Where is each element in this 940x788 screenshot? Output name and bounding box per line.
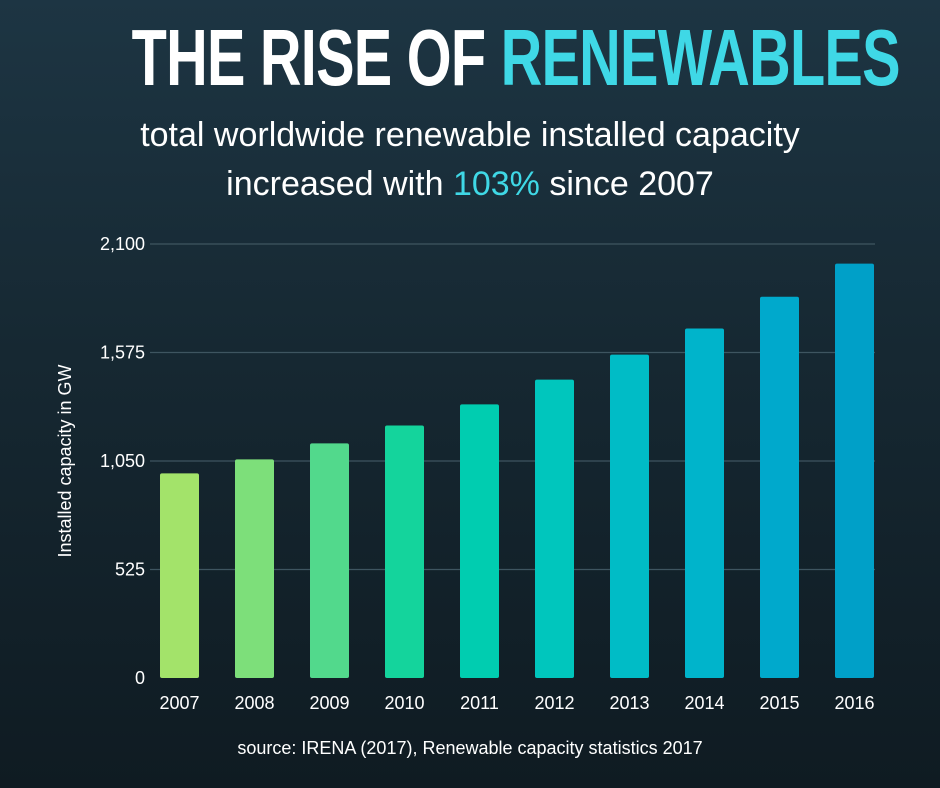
bar-2014 <box>685 328 724 678</box>
y-tick-label: 0 <box>135 668 145 688</box>
subtitle-highlight: 103% <box>452 165 540 203</box>
subtitle-suffix: since 2007 <box>549 165 714 203</box>
page-title: THE RISE OF RENEWABLES <box>131 10 901 106</box>
subtitle-line2: increased with 103% since 2007 <box>0 161 940 207</box>
subtitle-line1: total worldwide renewable installed capa… <box>140 116 800 154</box>
y-axis-ticks: 0 525 1,050 1,575 2,100 <box>100 234 145 688</box>
bar-2012 <box>535 379 574 678</box>
x-tick-label: 2011 <box>460 693 499 713</box>
bar-2015 <box>760 296 799 678</box>
y-axis-label: Installed capacity in GW <box>55 364 75 557</box>
y-tick-label: 1,575 <box>100 343 145 363</box>
x-axis-ticks: 2007 2008 2009 2010 2011 2012 2013 2014 2015 2016 <box>159 693 874 713</box>
y-tick-label: 525 <box>115 560 145 580</box>
subtitle-prefix: increased with <box>226 165 444 203</box>
x-tick-label: 2010 <box>384 693 424 713</box>
bar-2008 <box>235 459 274 678</box>
title-part1: THE RISE OF <box>131 13 486 102</box>
title-highlight: RENEWABLES <box>500 13 901 102</box>
x-tick-label: 2012 <box>534 693 574 713</box>
x-tick-label: 2014 <box>684 693 724 713</box>
bar-2007 <box>160 473 199 678</box>
bar-2011 <box>460 404 499 678</box>
y-tick-label: 1,050 <box>100 451 145 471</box>
x-tick-label: 2016 <box>834 693 874 713</box>
bars <box>160 263 874 678</box>
bar-2013 <box>610 354 649 678</box>
source-note: source: IRENA (2017), Renewable capacity… <box>237 738 703 758</box>
x-tick-label: 2013 <box>609 693 649 713</box>
bar-2009 <box>310 443 349 678</box>
x-tick-label: 2008 <box>234 693 274 713</box>
bar-2010 <box>385 425 424 678</box>
bar-2016 <box>835 263 874 678</box>
y-tick-label: 2,100 <box>100 234 145 254</box>
x-tick-label: 2015 <box>759 693 799 713</box>
x-tick-label: 2007 <box>159 693 199 713</box>
x-tick-label: 2009 <box>309 693 349 713</box>
